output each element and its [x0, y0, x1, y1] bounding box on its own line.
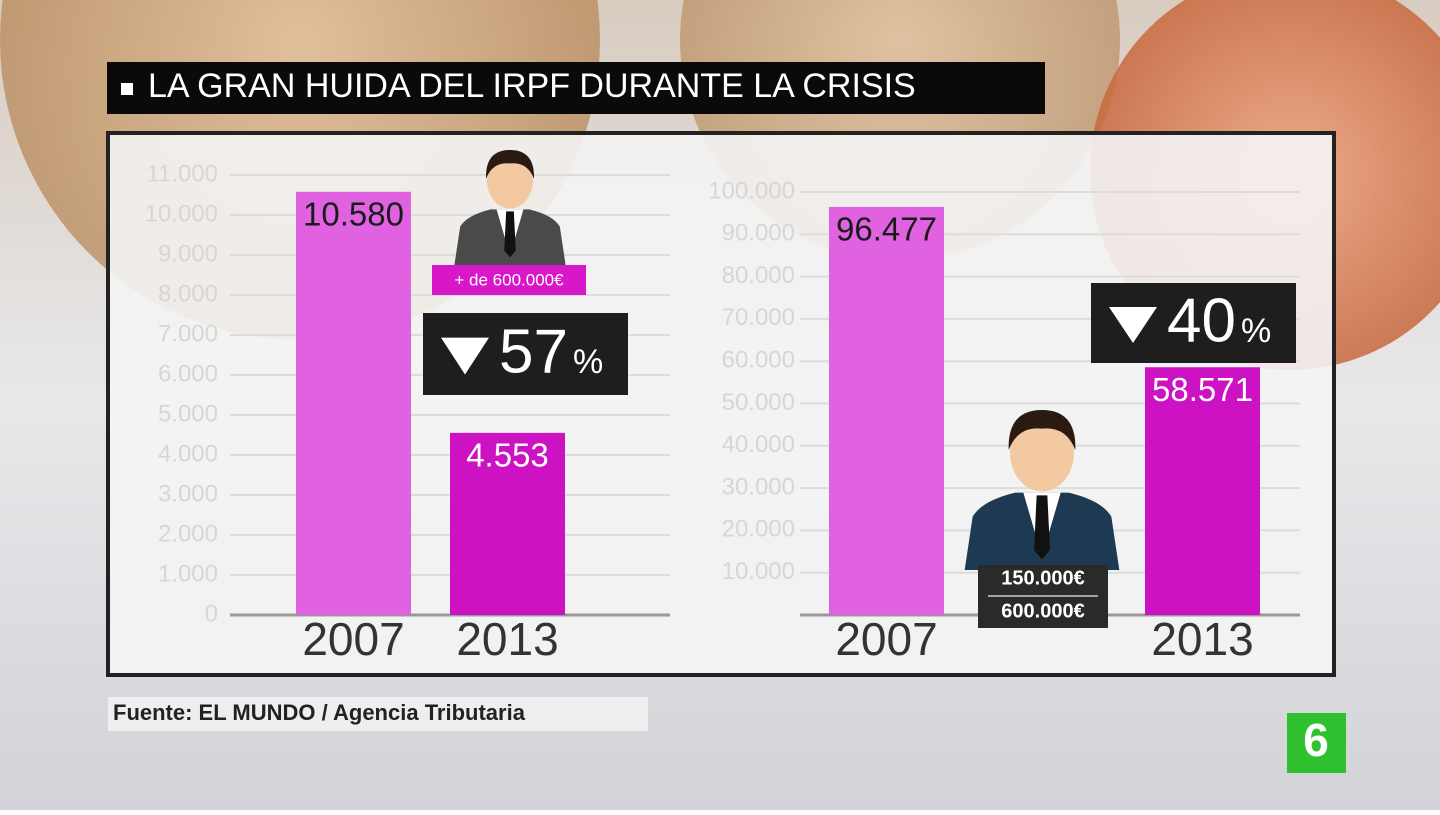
- person-hair: [486, 150, 534, 179]
- y-tick-label: 7.000: [158, 320, 218, 347]
- bar: [450, 432, 565, 615]
- down-triangle: [1109, 307, 1157, 343]
- x-tick-label: 2007: [302, 613, 404, 665]
- channel-logo-box: [1287, 713, 1346, 773]
- down-triangle: [441, 337, 489, 375]
- y-tick-label: 0: [205, 600, 218, 627]
- y-tick-label: 90.000: [722, 220, 795, 247]
- change-unit: %: [573, 343, 603, 381]
- group-label-box: [432, 265, 586, 295]
- source-box: [108, 697, 648, 731]
- title-bullet: [121, 83, 133, 95]
- y-tick-label: 9.000: [158, 240, 218, 267]
- y-tick-label: 11.000: [146, 160, 218, 187]
- change-unit: %: [1241, 312, 1271, 350]
- y-tick-label: 4.000: [158, 440, 218, 467]
- value-label: 4.553: [466, 437, 549, 474]
- person-head: [1010, 414, 1074, 492]
- y-tick-label: 100.000: [708, 177, 795, 204]
- title-box: [107, 62, 1045, 114]
- source: Fuente: EL MUNDO / Agencia Tributaria: [113, 700, 526, 725]
- bar: [296, 191, 411, 616]
- y-tick-label: 50.000: [722, 389, 795, 416]
- group-label: 600.000€: [1001, 600, 1084, 622]
- channel-logo: 6: [1303, 714, 1329, 766]
- title: LA GRAN HUIDA DEL IRPF DURANTE LA CRISIS: [148, 67, 916, 105]
- y-tick-label: 2.000: [158, 520, 218, 547]
- person-tie: [1034, 495, 1050, 560]
- person-tie: [504, 211, 516, 258]
- y-tick-label: 80.000: [722, 262, 795, 289]
- y-tick-label: 3.000: [158, 480, 218, 507]
- value-label: 96.477: [836, 211, 937, 248]
- x-tick-label: 2013: [1151, 613, 1253, 665]
- y-tick-label: 20.000: [722, 516, 795, 543]
- person-head: [487, 152, 533, 209]
- person-hair: [1008, 410, 1076, 450]
- value-label: 10.580: [303, 196, 404, 233]
- x-tick-label: 2013: [456, 613, 558, 665]
- y-tick-label: 10.000: [145, 200, 218, 227]
- y-tick-label: 60.000: [722, 347, 795, 374]
- y-tick-label: 30.000: [722, 473, 795, 500]
- group-label: + de 600.000€: [454, 270, 564, 289]
- y-tick-label: 10.000: [722, 558, 795, 585]
- x-tick-label: 2007: [835, 613, 937, 665]
- y-tick-label: 6.000: [158, 360, 218, 387]
- y-tick-label: 70.000: [722, 304, 795, 331]
- change-value: 40: [1167, 286, 1236, 355]
- bar: [1145, 367, 1260, 615]
- group-label: 150.000€: [1001, 567, 1084, 589]
- value-label: 58.571: [1152, 371, 1253, 408]
- y-tick-label: 5.000: [158, 400, 218, 427]
- y-tick-label: 1.000: [158, 560, 218, 587]
- y-tick-label: 8.000: [158, 280, 218, 307]
- y-tick-label: 40.000: [722, 431, 795, 458]
- bar: [829, 206, 944, 615]
- change-value: 57: [499, 317, 568, 386]
